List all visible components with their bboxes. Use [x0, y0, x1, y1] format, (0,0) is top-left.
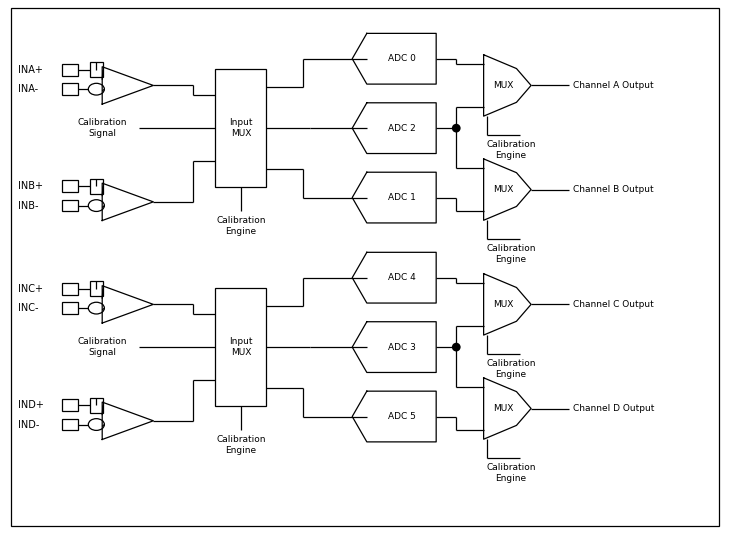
- Text: INB-: INB-: [18, 201, 39, 210]
- Bar: [90, 179, 103, 194]
- Text: Calibration
Engine: Calibration Engine: [486, 463, 536, 483]
- Text: MUX: MUX: [493, 185, 514, 194]
- Bar: [62, 200, 78, 211]
- Bar: [90, 281, 103, 296]
- Bar: [215, 69, 266, 187]
- Text: Calibration
Signal: Calibration Signal: [77, 119, 127, 138]
- Text: IND-: IND-: [18, 420, 39, 429]
- Text: ADC 4: ADC 4: [388, 273, 415, 282]
- Text: Calibration
Signal: Calibration Signal: [77, 337, 127, 357]
- Bar: [90, 398, 103, 413]
- Bar: [215, 288, 266, 406]
- Text: ADC 5: ADC 5: [388, 412, 415, 421]
- Ellipse shape: [452, 124, 461, 132]
- Text: Input
MUX: Input MUX: [229, 119, 253, 138]
- Text: Channel A Output: Channel A Output: [573, 81, 653, 90]
- Text: MUX: MUX: [493, 404, 514, 413]
- Bar: [62, 283, 78, 295]
- Text: INC+: INC+: [18, 284, 43, 294]
- Text: MUX: MUX: [493, 81, 514, 90]
- Bar: [62, 180, 78, 192]
- Bar: [62, 419, 78, 430]
- Text: Input
MUX: Input MUX: [229, 337, 253, 357]
- Text: INA+: INA+: [18, 65, 43, 75]
- Ellipse shape: [88, 419, 104, 430]
- Text: Channel D Output: Channel D Output: [573, 404, 654, 413]
- Text: MUX: MUX: [493, 300, 514, 309]
- Ellipse shape: [88, 83, 104, 95]
- Text: Calibration
Engine: Calibration Engine: [216, 216, 266, 235]
- Text: Calibration
Engine: Calibration Engine: [486, 245, 536, 264]
- Bar: [62, 64, 78, 76]
- Text: ADC 2: ADC 2: [388, 124, 415, 132]
- Text: ADC 3: ADC 3: [388, 343, 415, 351]
- Text: INB+: INB+: [18, 182, 43, 191]
- Text: Calibration
Engine: Calibration Engine: [216, 435, 266, 454]
- Ellipse shape: [88, 200, 104, 211]
- Bar: [62, 399, 78, 411]
- Bar: [62, 83, 78, 95]
- Ellipse shape: [88, 302, 104, 314]
- Bar: [62, 302, 78, 314]
- Text: Calibration
Engine: Calibration Engine: [486, 359, 536, 379]
- Text: ADC 0: ADC 0: [388, 54, 415, 63]
- Text: INC-: INC-: [18, 303, 39, 313]
- Text: ADC 1: ADC 1: [388, 193, 415, 202]
- Text: Channel B Output: Channel B Output: [573, 185, 653, 194]
- Text: Channel C Output: Channel C Output: [573, 300, 654, 309]
- Bar: [90, 62, 103, 77]
- Ellipse shape: [452, 343, 461, 351]
- Text: INA-: INA-: [18, 84, 39, 94]
- Text: Calibration
Engine: Calibration Engine: [486, 140, 536, 160]
- Text: IND+: IND+: [18, 400, 44, 410]
